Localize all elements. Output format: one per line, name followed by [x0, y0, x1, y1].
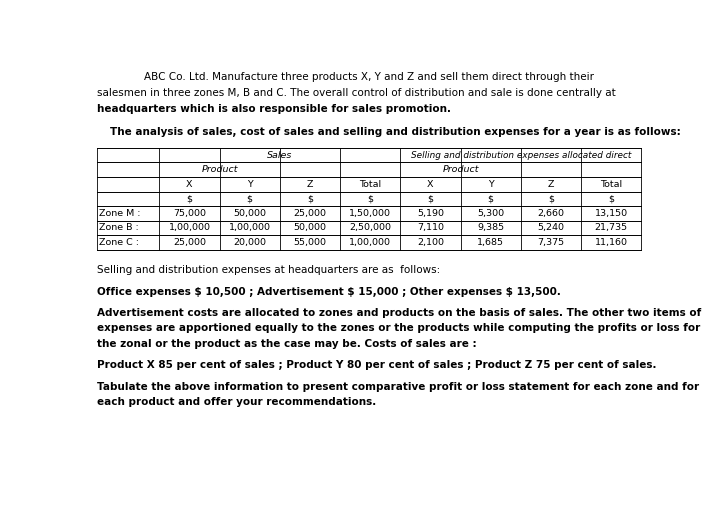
Text: ABC Co. Ltd. Manufacture three products X, Y and Z and sell them direct through : ABC Co. Ltd. Manufacture three products … — [144, 72, 594, 82]
Text: Selling and distribution expenses at headquarters are as  follows:: Selling and distribution expenses at hea… — [96, 265, 440, 275]
Text: Sales: Sales — [267, 151, 292, 160]
Text: Z: Z — [307, 180, 313, 189]
Text: 5,190: 5,190 — [417, 209, 444, 218]
Text: Product: Product — [202, 165, 238, 174]
Text: Y: Y — [488, 180, 494, 189]
Text: Zone B :: Zone B : — [99, 224, 139, 233]
Text: 2,660: 2,660 — [537, 209, 564, 218]
Text: Total: Total — [600, 180, 622, 189]
Text: headquarters which is also responsible for sales promotion.: headquarters which is also responsible f… — [96, 104, 451, 114]
Text: 5,300: 5,300 — [477, 209, 504, 218]
Text: 1,00,000: 1,00,000 — [168, 224, 210, 233]
Text: 25,000: 25,000 — [294, 209, 326, 218]
Text: Zone M :: Zone M : — [99, 209, 141, 218]
Text: 2,100: 2,100 — [417, 238, 444, 247]
Text: each product and offer your recommendations.: each product and offer your recommendati… — [96, 397, 376, 407]
Text: 25,000: 25,000 — [173, 238, 206, 247]
Text: 75,000: 75,000 — [173, 209, 206, 218]
Text: Product: Product — [442, 165, 479, 174]
Text: Office expenses $ 10,500 ; Advertisement $ 15,000 ; Other expenses $ 13,500.: Office expenses $ 10,500 ; Advertisement… — [96, 287, 561, 297]
Text: Total: Total — [359, 180, 382, 189]
Text: 9,385: 9,385 — [477, 224, 504, 233]
Text: $: $ — [247, 194, 253, 203]
Text: 1,50,000: 1,50,000 — [349, 209, 391, 218]
Text: 55,000: 55,000 — [294, 238, 326, 247]
Text: expenses are apportioned equally to the zones or the products while computing th: expenses are apportioned equally to the … — [96, 323, 700, 333]
Text: $: $ — [548, 194, 554, 203]
Text: $: $ — [307, 194, 313, 203]
Text: $: $ — [487, 194, 494, 203]
Text: 1,00,000: 1,00,000 — [229, 224, 271, 233]
Text: salesmen in three zones M, B and C. The overall control of distribution and sale: salesmen in three zones M, B and C. The … — [96, 88, 616, 98]
Text: 7,110: 7,110 — [417, 224, 444, 233]
Text: X: X — [427, 180, 433, 189]
Text: X: X — [186, 180, 193, 189]
Text: The analysis of sales, cost of sales and selling and distribution expenses for a: The analysis of sales, cost of sales and… — [109, 127, 680, 137]
Text: 11,160: 11,160 — [595, 238, 628, 247]
Text: Y: Y — [247, 180, 253, 189]
Text: 21,735: 21,735 — [595, 224, 628, 233]
Text: 20,000: 20,000 — [233, 238, 266, 247]
Text: 50,000: 50,000 — [233, 209, 266, 218]
Text: $: $ — [186, 194, 192, 203]
Text: 1,00,000: 1,00,000 — [349, 238, 391, 247]
Text: Tabulate the above information to present comparative profit or loss statement f: Tabulate the above information to presen… — [96, 382, 699, 392]
Text: 2,50,000: 2,50,000 — [349, 224, 391, 233]
Text: 50,000: 50,000 — [294, 224, 326, 233]
Text: Selling and distribution expenses allocated direct: Selling and distribution expenses alloca… — [410, 151, 631, 160]
Text: $: $ — [608, 194, 614, 203]
Text: 13,150: 13,150 — [595, 209, 628, 218]
Text: Advertisement costs are allocated to zones and products on the basis of sales. T: Advertisement costs are allocated to zon… — [96, 308, 701, 318]
Text: 1,685: 1,685 — [477, 238, 504, 247]
Text: $: $ — [428, 194, 433, 203]
Text: 5,240: 5,240 — [537, 224, 564, 233]
Text: Zone C :: Zone C : — [99, 238, 140, 247]
Text: $: $ — [367, 194, 373, 203]
Text: Z: Z — [548, 180, 554, 189]
Text: 7,375: 7,375 — [537, 238, 564, 247]
Text: the zonal or the product as the case may be. Costs of sales are :: the zonal or the product as the case may… — [96, 339, 477, 349]
Text: Product X 85 per cent of sales ; Product Y 80 per cent of sales ; Product Z 75 p: Product X 85 per cent of sales ; Product… — [96, 360, 656, 370]
